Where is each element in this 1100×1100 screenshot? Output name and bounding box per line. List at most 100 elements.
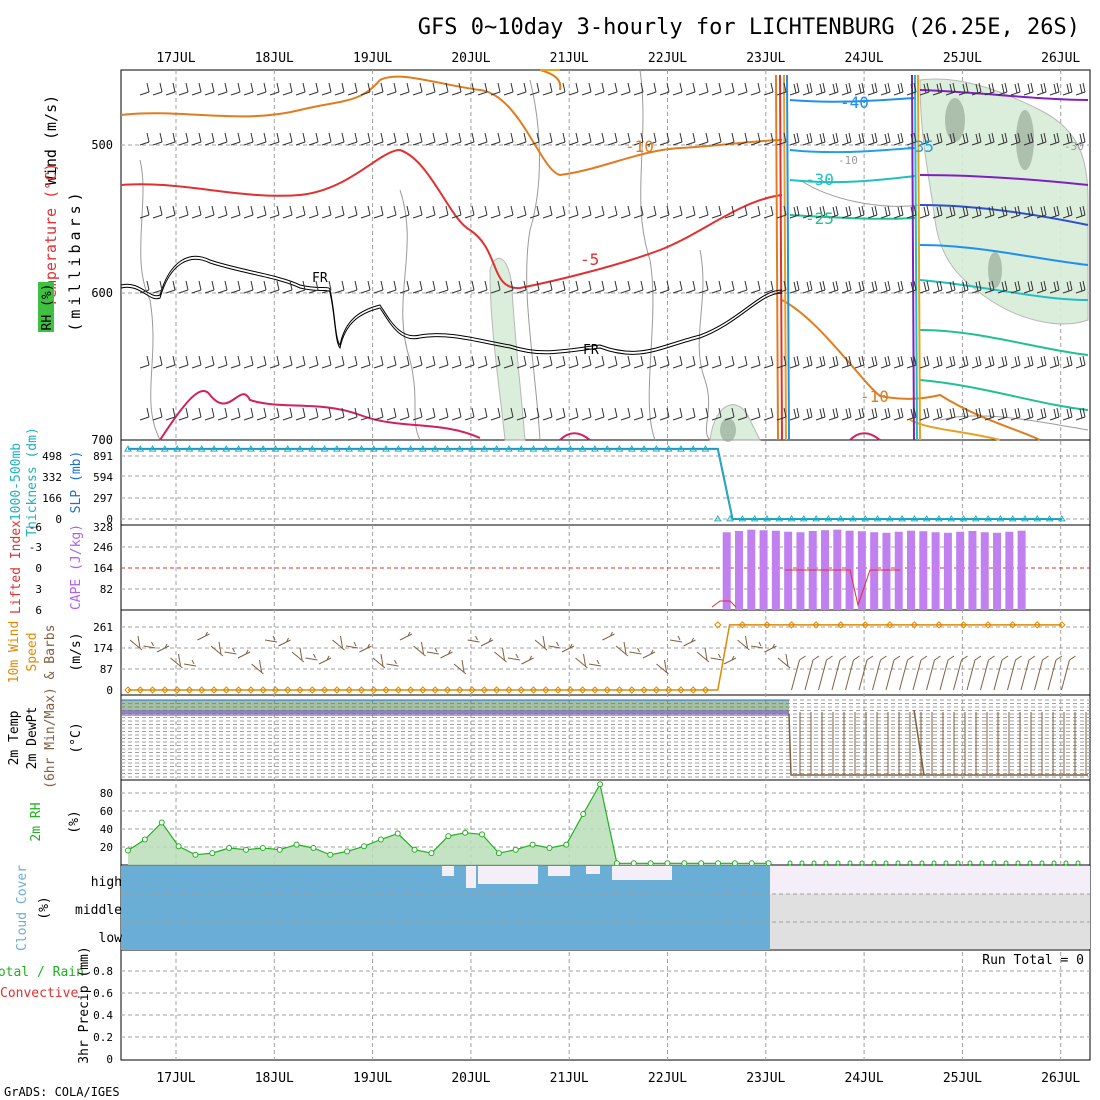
upper-wind-barb [191, 280, 202, 294]
upper-wind-barb [815, 280, 826, 294]
upper-wind-barb [412, 205, 423, 219]
thickness-marker [345, 445, 354, 452]
upper-wind-barb [321, 132, 332, 146]
upper-wind-barb [945, 280, 956, 294]
rh-point [243, 846, 250, 853]
wind-speed-marker [959, 621, 968, 629]
upper-wind-barb [204, 82, 215, 96]
day-label-top: 21JUL [550, 51, 589, 66]
thickness-marker [419, 445, 427, 452]
upper-wind-barb [932, 205, 943, 219]
wind10-barb [575, 653, 588, 669]
upper-wind-barb [633, 132, 644, 146]
wind-speed-marker [861, 621, 869, 629]
upper-wind-barb [1036, 205, 1047, 219]
rh-point [512, 846, 519, 853]
upper-wind-barb [932, 407, 943, 421]
svg-text:0: 0 [55, 513, 62, 526]
upper-wind-barb [685, 82, 696, 96]
upper-wind-barb [425, 82, 436, 96]
upper-wind-barb [529, 205, 540, 219]
thickness-marker [861, 514, 870, 522]
svg-text:(6hr Min/Max): (6hr Min/Max) [43, 687, 58, 789]
upper-wind-barb [1062, 132, 1073, 146]
wind-speed-marker [406, 686, 415, 694]
svg-text:middle: middle [75, 903, 122, 918]
wind-speed-marker [517, 686, 525, 694]
upper-wind-barb [958, 355, 969, 369]
thickness-marker [173, 445, 182, 452]
upper-wind-barb [997, 205, 1008, 219]
wind10-barb [453, 659, 467, 675]
wind10-barb [629, 647, 642, 655]
upper-wind-barb [685, 407, 696, 421]
upper-wind-barb [607, 82, 618, 96]
upper-wind-barb [178, 280, 189, 294]
upper-wind-barb [243, 205, 254, 219]
upper-wind-barb [334, 205, 345, 219]
upper-wind-barb [750, 205, 761, 219]
wind10-barb [1007, 655, 1022, 691]
wind10-barb [129, 635, 143, 651]
cape-bar [747, 529, 756, 610]
upper-wind-barb [763, 132, 774, 146]
thickness-marker [529, 445, 538, 452]
thickness-marker [369, 445, 378, 452]
upper-wind-barb [815, 205, 826, 219]
wind-speed-marker [394, 686, 403, 694]
rh-point [158, 819, 165, 826]
thickness-marker [185, 445, 194, 452]
day-label-top: 24JUL [845, 51, 884, 66]
upper-wind-barb [399, 407, 410, 421]
svg-text:498: 498 [42, 450, 62, 463]
upper-wind-barb [516, 280, 527, 294]
upper-wind-barb [542, 132, 553, 146]
svg-text:-5: -5 [580, 250, 599, 269]
upper-wind-barb [906, 355, 917, 369]
upper-wind-barb [763, 355, 774, 369]
svg-text:82: 82 [100, 583, 113, 596]
wind10m-panel: 261 174 87 0 10m Wind Speed & Barbs (m/s… [7, 621, 1090, 697]
wind10-barb [210, 641, 224, 657]
upper-wind-barb [295, 205, 306, 219]
upper-wind-barb [1010, 355, 1021, 369]
upper-wind-barb [217, 407, 228, 421]
cape-bar [882, 532, 891, 610]
upper-wind-barb [997, 82, 1008, 96]
wind-speed-marker [664, 686, 673, 694]
wind-speed-marker [787, 621, 796, 629]
upper-wind-barb [347, 132, 358, 146]
upper-wind-barb [191, 407, 202, 421]
thickness-marker [1021, 514, 1029, 522]
upper-wind-barb [347, 82, 358, 96]
upper-wind-barb [1023, 280, 1034, 294]
upper-wind-barb [217, 205, 228, 219]
upper-wind-barb [412, 280, 423, 294]
upper-wind-barb [893, 132, 904, 146]
upper-wind-barb [269, 132, 280, 146]
wind10-barb [791, 655, 806, 691]
day-label-bottom: 26JUL [1041, 1071, 1080, 1086]
svg-text:0: 0 [35, 562, 42, 575]
upper-wind-barb [854, 355, 865, 369]
upper-wind-barb [152, 280, 163, 294]
svg-text:600: 600 [91, 286, 113, 300]
upper-wind-barb [178, 205, 189, 219]
cape-bar [735, 530, 744, 610]
upper-wind-barb [464, 132, 475, 146]
upper-wind-barb [243, 132, 254, 146]
thickness-marker [394, 445, 403, 452]
thickness-marker [812, 514, 820, 522]
svg-text:60: 60 [100, 805, 113, 818]
upper-wind-barb [1049, 280, 1060, 294]
cape-bar [870, 532, 879, 610]
upper-wind-barb [295, 407, 306, 421]
wind10-barb [764, 643, 777, 653]
wind-speed-marker [505, 686, 513, 694]
wind10-barb [224, 647, 237, 655]
upper-wind-barb [698, 280, 709, 294]
wind-speed-marker [271, 686, 280, 694]
upper-wind-barb [477, 82, 488, 96]
upper-wind-barb [217, 280, 228, 294]
wind10-barb [264, 635, 278, 643]
